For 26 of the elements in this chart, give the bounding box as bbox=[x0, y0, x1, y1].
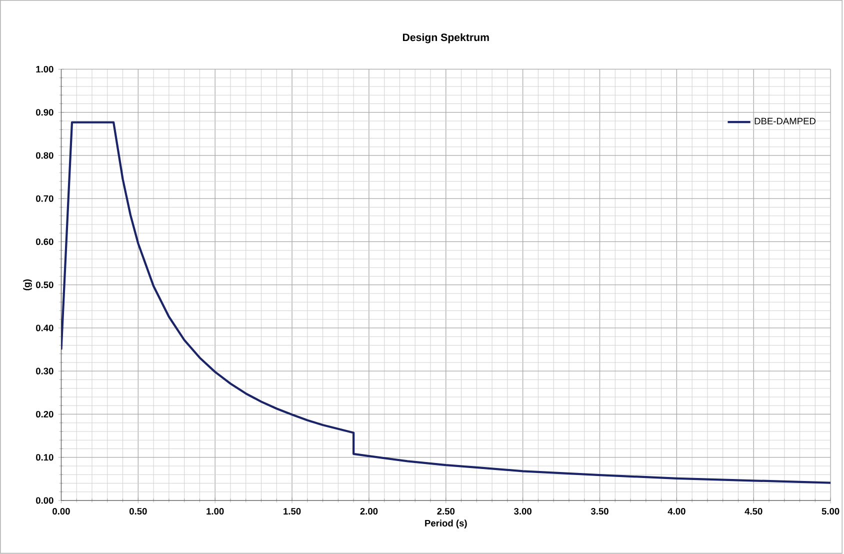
y-tick-label: 0.10 bbox=[36, 454, 54, 461]
x-tick-label: 2.50 bbox=[437, 508, 455, 515]
x-tick-label: 1.00 bbox=[206, 508, 224, 515]
x-tick-label: 4.00 bbox=[668, 508, 686, 515]
x-tick-label: 3.00 bbox=[514, 508, 532, 515]
y-tick-label: 0.50 bbox=[36, 282, 54, 288]
y-axis-title: (g) bbox=[23, 280, 32, 290]
x-axis-title: Period (s) bbox=[425, 520, 467, 528]
y-tick-label: 0.80 bbox=[36, 152, 54, 159]
x-tick-label: 0.00 bbox=[52, 508, 70, 515]
legend-label: DBE-DAMPED bbox=[754, 118, 816, 124]
x-tick-label: 5.00 bbox=[822, 508, 840, 515]
y-tick-label: 0.40 bbox=[36, 324, 54, 332]
y-tick-label: 1.00 bbox=[36, 66, 54, 73]
x-tick-label: 2.00 bbox=[360, 508, 378, 515]
y-tick-label: 0.60 bbox=[36, 238, 54, 246]
x-tick-label: 4.50 bbox=[744, 508, 762, 515]
x-tick-label: 3.50 bbox=[590, 508, 608, 515]
x-tick-label: 0.50 bbox=[130, 508, 147, 515]
y-tick-label: 0.90 bbox=[36, 109, 54, 116]
y-tick-label: 0.20 bbox=[36, 411, 54, 418]
chart-title: Design Spektrum bbox=[402, 33, 489, 44]
x-tick-label: 1.50 bbox=[284, 508, 301, 515]
y-tick-label: 0.00 bbox=[36, 497, 54, 504]
y-tick-label: 0.30 bbox=[36, 368, 54, 375]
y-tick-label: 0.70 bbox=[36, 195, 54, 202]
